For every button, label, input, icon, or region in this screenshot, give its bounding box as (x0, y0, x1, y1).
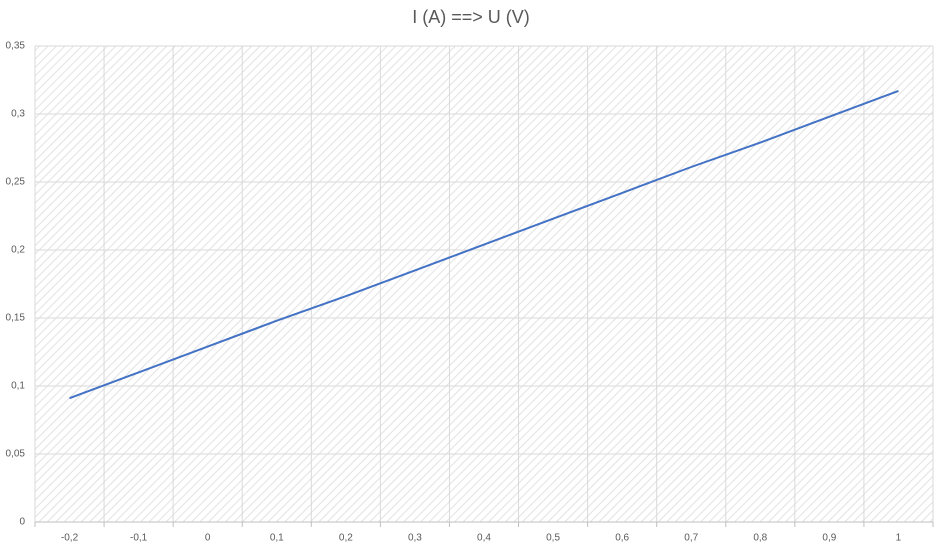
y-tick-label: 0,35 (6, 41, 26, 52)
x-tick-label: 0,8 (753, 533, 767, 544)
x-tick-label: 0,2 (339, 533, 353, 544)
y-tick-label: 0,25 (6, 177, 26, 188)
x-tick-label: 0,1 (270, 533, 284, 544)
x-tick-label: 1 (896, 533, 902, 544)
x-tick-label: 0,6 (615, 533, 629, 544)
y-tick-label: 0,1 (11, 381, 25, 392)
chart-title: I (A) ==> U (V) (412, 7, 530, 27)
x-tick-label: 0,5 (546, 533, 560, 544)
plot-area (35, 46, 933, 522)
x-tick-label: 0,3 (408, 533, 422, 544)
data-line (69, 89, 899, 400)
x-tick-label: 0,9 (822, 533, 836, 544)
y-tick-label: 0 (19, 517, 25, 528)
y-tick-label: 0,2 (11, 245, 25, 256)
x-tick-label: 0 (205, 533, 211, 544)
y-tick-label: 0,15 (6, 313, 26, 324)
x-tick-label: 0,7 (684, 533, 698, 544)
y-tick-label: 0,05 (6, 449, 26, 460)
x-tick-label: -0,2 (61, 533, 79, 544)
x-tick-label: 0,4 (477, 533, 491, 544)
y-tick-label: 0,3 (11, 109, 25, 120)
x-tick-label: -0,1 (130, 533, 148, 544)
